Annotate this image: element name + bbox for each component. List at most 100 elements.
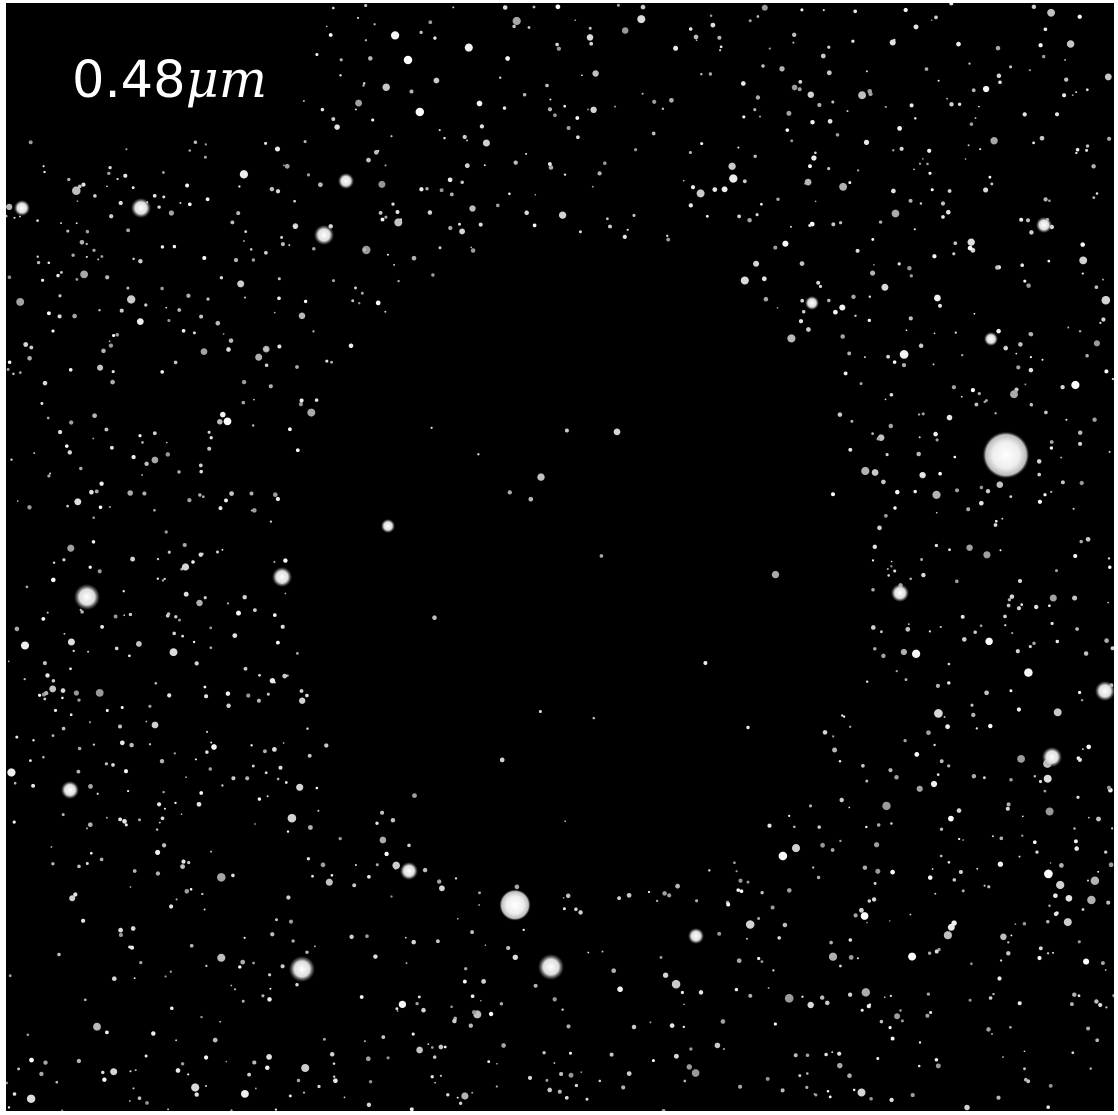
faint-star — [251, 508, 257, 513]
faint-star — [1079, 480, 1084, 486]
faint-star — [1090, 876, 1100, 885]
faint-star — [755, 95, 761, 100]
faint-star — [120, 706, 124, 709]
faint-star — [47, 261, 51, 265]
faint-star — [807, 1001, 814, 1009]
faint-star — [746, 937, 748, 940]
faint-star — [934, 15, 938, 20]
faint-star — [839, 304, 846, 311]
faint-star — [586, 34, 594, 41]
faint-star — [933, 743, 936, 747]
faint-star — [967, 245, 973, 251]
faint-star — [991, 835, 994, 838]
faint-star — [688, 203, 693, 208]
faint-star — [1067, 326, 1070, 329]
faint-star — [144, 303, 148, 307]
faint-star — [254, 823, 256, 825]
faint-star — [375, 863, 379, 867]
faint-star — [1073, 553, 1078, 559]
faint-star — [452, 6, 455, 9]
faint-star — [1003, 614, 1007, 619]
faint-star — [395, 210, 400, 214]
faint-star — [236, 610, 241, 616]
faint-star — [886, 567, 889, 571]
faint-star — [242, 595, 247, 600]
faint-star — [188, 149, 191, 152]
faint-star — [375, 300, 381, 306]
faint-star — [986, 1027, 991, 1032]
faint-star — [404, 936, 407, 939]
faint-star — [761, 4, 768, 11]
faint-star — [1039, 135, 1045, 141]
faint-star — [177, 470, 181, 474]
faint-star — [987, 885, 991, 889]
faint-star — [72, 649, 75, 653]
faint-star — [160, 245, 165, 249]
faint-star — [940, 201, 946, 206]
faint-star — [932, 254, 937, 259]
faint-star — [576, 135, 580, 140]
faint-star — [242, 240, 245, 242]
faint-star — [273, 311, 276, 314]
faint-star — [1019, 217, 1024, 222]
faint-star — [251, 258, 256, 262]
faint-star — [202, 256, 207, 260]
faint-star — [448, 225, 453, 231]
faint-star — [791, 84, 798, 91]
faint-star — [990, 1032, 994, 1036]
faint-star — [152, 431, 157, 436]
faint-star — [81, 182, 86, 187]
faint-star — [691, 1069, 700, 1077]
faint-star — [134, 1069, 137, 1072]
faint-star — [71, 253, 75, 257]
faint-star — [974, 117, 977, 120]
faint-star — [801, 995, 804, 998]
faint-star — [363, 1040, 366, 1043]
faint-star — [162, 171, 165, 174]
faint-star — [553, 1062, 556, 1064]
bright-star — [538, 954, 564, 980]
faint-star — [236, 211, 241, 216]
faint-star — [284, 163, 290, 169]
faint-star — [203, 1055, 209, 1060]
faint-star — [130, 926, 136, 931]
faint-star — [955, 488, 959, 493]
faint-star — [939, 854, 943, 858]
faint-star — [38, 693, 42, 697]
faint-star — [464, 163, 470, 169]
faint-star — [241, 379, 247, 385]
faint-star — [111, 976, 117, 982]
faint-star — [501, 1043, 506, 1048]
faint-star — [1002, 1056, 1004, 1058]
faint-star — [527, 1075, 533, 1080]
faint-star — [1025, 218, 1031, 223]
faint-star — [88, 565, 92, 569]
faint-star — [514, 884, 520, 890]
faint-star — [154, 681, 158, 685]
faint-star — [883, 996, 886, 999]
faint-star — [734, 987, 739, 992]
faint-star — [897, 262, 901, 266]
faint-star — [853, 9, 858, 14]
faint-star — [1072, 992, 1077, 997]
faint-star — [870, 270, 876, 276]
faint-star — [1089, 1067, 1092, 1070]
faint-star — [533, 983, 538, 988]
faint-star — [83, 998, 87, 1002]
faint-star — [979, 624, 983, 628]
faint-star — [1009, 495, 1013, 498]
faint-star — [61, 1109, 64, 1111]
faint-star — [165, 441, 168, 444]
faint-star — [254, 1087, 257, 1090]
faint-star — [69, 713, 73, 717]
faint-star — [105, 816, 108, 819]
faint-star — [1101, 295, 1111, 305]
faint-star — [217, 419, 223, 425]
faint-star — [257, 797, 262, 801]
faint-star — [216, 550, 219, 554]
faint-star — [362, 248, 367, 252]
faint-star — [139, 961, 143, 965]
faint-star — [1091, 164, 1096, 169]
faint-star — [170, 1006, 174, 1011]
faint-star — [850, 419, 854, 423]
